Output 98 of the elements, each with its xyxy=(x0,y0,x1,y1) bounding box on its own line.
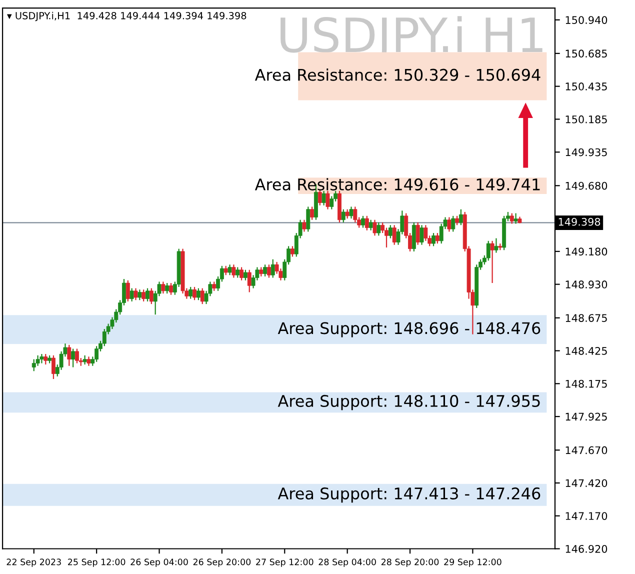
band-label: Area Resistance: 150.329 - 150.694 xyxy=(254,68,540,81)
candlestick xyxy=(138,289,142,301)
y-tick-label: 148.930 xyxy=(566,280,608,288)
candlestick xyxy=(353,206,358,224)
candlestick xyxy=(416,222,420,246)
candlestick xyxy=(165,282,170,294)
candlestick xyxy=(71,348,76,368)
candlestick xyxy=(161,281,166,294)
candlestick xyxy=(259,266,264,277)
candlestick xyxy=(372,219,377,236)
candlestick xyxy=(490,240,494,284)
y-tick-label: 150.940 xyxy=(566,16,608,24)
candlestick xyxy=(240,266,244,281)
candlestick xyxy=(361,215,365,228)
candlestick xyxy=(126,280,130,302)
ref-line-label: 149.398 xyxy=(558,218,600,226)
candlestick xyxy=(228,264,232,276)
x-tick-label: 27 Sep 12:00 xyxy=(256,558,314,567)
candlestick xyxy=(146,288,150,302)
candlestick xyxy=(349,206,354,220)
band-label: Area Support: 148.110 - 147.955 xyxy=(278,394,540,410)
candlestick xyxy=(224,265,228,276)
y-tick-label: 147.170 xyxy=(566,512,608,520)
chart-subtitle: ▾ USDJPY.i,H1 149.428 149.444 149.394 149.398 xyxy=(6,12,246,22)
candlestick xyxy=(310,206,314,220)
candlestick xyxy=(345,208,350,220)
x-tick-label: 28 Sep 04:00 xyxy=(318,558,376,567)
candlestick xyxy=(302,219,306,232)
candlestick xyxy=(86,356,91,366)
candlestick xyxy=(322,190,326,206)
candlestick xyxy=(514,212,518,224)
candlestick xyxy=(32,358,36,372)
y-tick-label: 150.185 xyxy=(566,115,607,124)
candlestick xyxy=(75,348,79,364)
y-tick-label: 147.670 xyxy=(566,446,608,454)
candlestick xyxy=(134,288,138,301)
y-tick-label: 149.680 xyxy=(566,182,608,190)
candlestick xyxy=(318,189,322,206)
candlestick xyxy=(290,246,294,258)
y-tick-label: 148.675 xyxy=(566,314,607,322)
candlestick xyxy=(412,222,416,252)
candlestick xyxy=(247,269,252,293)
candlestick xyxy=(142,289,146,302)
x-tick-label: 28 Sep 20:00 xyxy=(381,558,439,567)
y-tick-label: 149.180 xyxy=(566,248,608,256)
candlestick xyxy=(494,238,498,254)
candlestick xyxy=(67,344,72,366)
band-label: Area Resistance: 149.616 - 149.741 xyxy=(254,178,540,190)
candlestick xyxy=(455,215,460,226)
candlestick xyxy=(149,288,154,305)
candlestick xyxy=(200,288,204,305)
candlestick xyxy=(263,264,268,277)
band-label: Area Support: 148.696 - 148.476 xyxy=(278,322,540,338)
candlestick xyxy=(243,269,248,281)
candlestick xyxy=(392,224,396,246)
candlestick xyxy=(458,208,463,226)
candlestick xyxy=(341,208,346,224)
candlestick xyxy=(376,222,381,236)
y-tick-label: 148.425 xyxy=(566,346,607,355)
candlestick xyxy=(420,224,424,246)
y-tick-label: 147.925 xyxy=(566,412,607,421)
y-tick-label: 147.420 xyxy=(566,479,608,488)
candlestick xyxy=(364,215,369,231)
candlestick xyxy=(451,215,456,232)
candlestick xyxy=(510,212,514,224)
candlestick xyxy=(447,216,452,232)
candlestick xyxy=(196,288,200,301)
candlestick xyxy=(388,224,392,239)
candlestick xyxy=(432,232,436,247)
candlestick xyxy=(368,219,373,231)
candlestick xyxy=(82,354,87,366)
candlestick xyxy=(212,281,216,292)
candlestick xyxy=(40,353,44,364)
candlestick xyxy=(435,232,440,244)
x-tick-label: 26 Sep 04:00 xyxy=(130,558,188,567)
candlestick xyxy=(236,266,240,278)
candlestick xyxy=(130,288,134,302)
candlestick xyxy=(326,190,330,210)
candlestick xyxy=(232,264,236,278)
x-tick-label: 22 Sep 2023 xyxy=(6,558,61,567)
y-tick-label: 150.685 xyxy=(566,50,607,58)
candlestick xyxy=(169,282,173,296)
candlestick xyxy=(188,286,193,300)
x-tick-label: 29 Sep 12:00 xyxy=(444,558,502,567)
candlestick xyxy=(266,264,271,278)
y-tick-label: 146.920 xyxy=(566,544,608,553)
y-tick-label: 149.935 xyxy=(566,148,607,156)
x-tick-label: 25 Sep 12:00 xyxy=(68,558,126,567)
candlestick xyxy=(44,353,48,366)
band-label: Area Support: 147.413 - 147.246 xyxy=(278,487,540,503)
candlestick xyxy=(306,206,310,232)
y-tick-label: 150.435 xyxy=(566,82,607,90)
y-tick-label: 148.175 xyxy=(566,380,607,388)
candlestick xyxy=(486,240,490,262)
candlestick xyxy=(192,286,196,301)
candlestick xyxy=(270,258,275,278)
candlestick xyxy=(52,354,56,380)
x-tick-label: 26 Sep 20:00 xyxy=(193,558,251,567)
